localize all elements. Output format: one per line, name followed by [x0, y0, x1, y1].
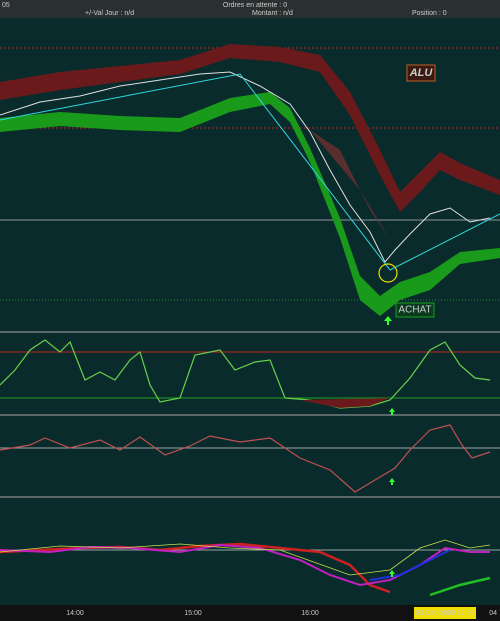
symbol-label: ALU [409, 67, 434, 79]
time-axis [0, 605, 500, 621]
lower-band [0, 92, 500, 316]
momentum-line [0, 424, 491, 493]
buy-arrow [389, 408, 395, 415]
cursor-time: 03 Dec 2009 17:09 [415, 610, 474, 617]
time-tick: 15:00 [184, 610, 202, 617]
oscillator-line [0, 339, 491, 409]
buy-arrow [389, 570, 395, 577]
day-change: +/-Val Jour : n/d [85, 10, 134, 17]
fast-line [0, 539, 491, 576]
amount: Montant : n/d [252, 10, 293, 17]
trend-line [0, 73, 500, 271]
oversold-fill [300, 398, 390, 408]
cursor-box [414, 607, 476, 619]
time-tick: 16:00 [301, 610, 319, 617]
time-edge: 04 [489, 610, 497, 617]
signal-curve [369, 549, 451, 581]
symbol-box [406, 64, 436, 82]
signal-box [395, 302, 435, 318]
signal-circle [378, 263, 398, 283]
trend-curve [429, 576, 491, 597]
buy-arrow [384, 316, 392, 325]
price-line [0, 71, 491, 263]
header-bar [0, 0, 500, 18]
header-left: 05 [2, 2, 10, 9]
buy-arrow [389, 478, 395, 485]
time-tick: 14:00 [66, 610, 84, 617]
pending-orders: Ordres en attente : 0 [223, 2, 287, 9]
signal-label: ACHAT [398, 305, 431, 316]
position: Position : 0 [412, 10, 447, 17]
